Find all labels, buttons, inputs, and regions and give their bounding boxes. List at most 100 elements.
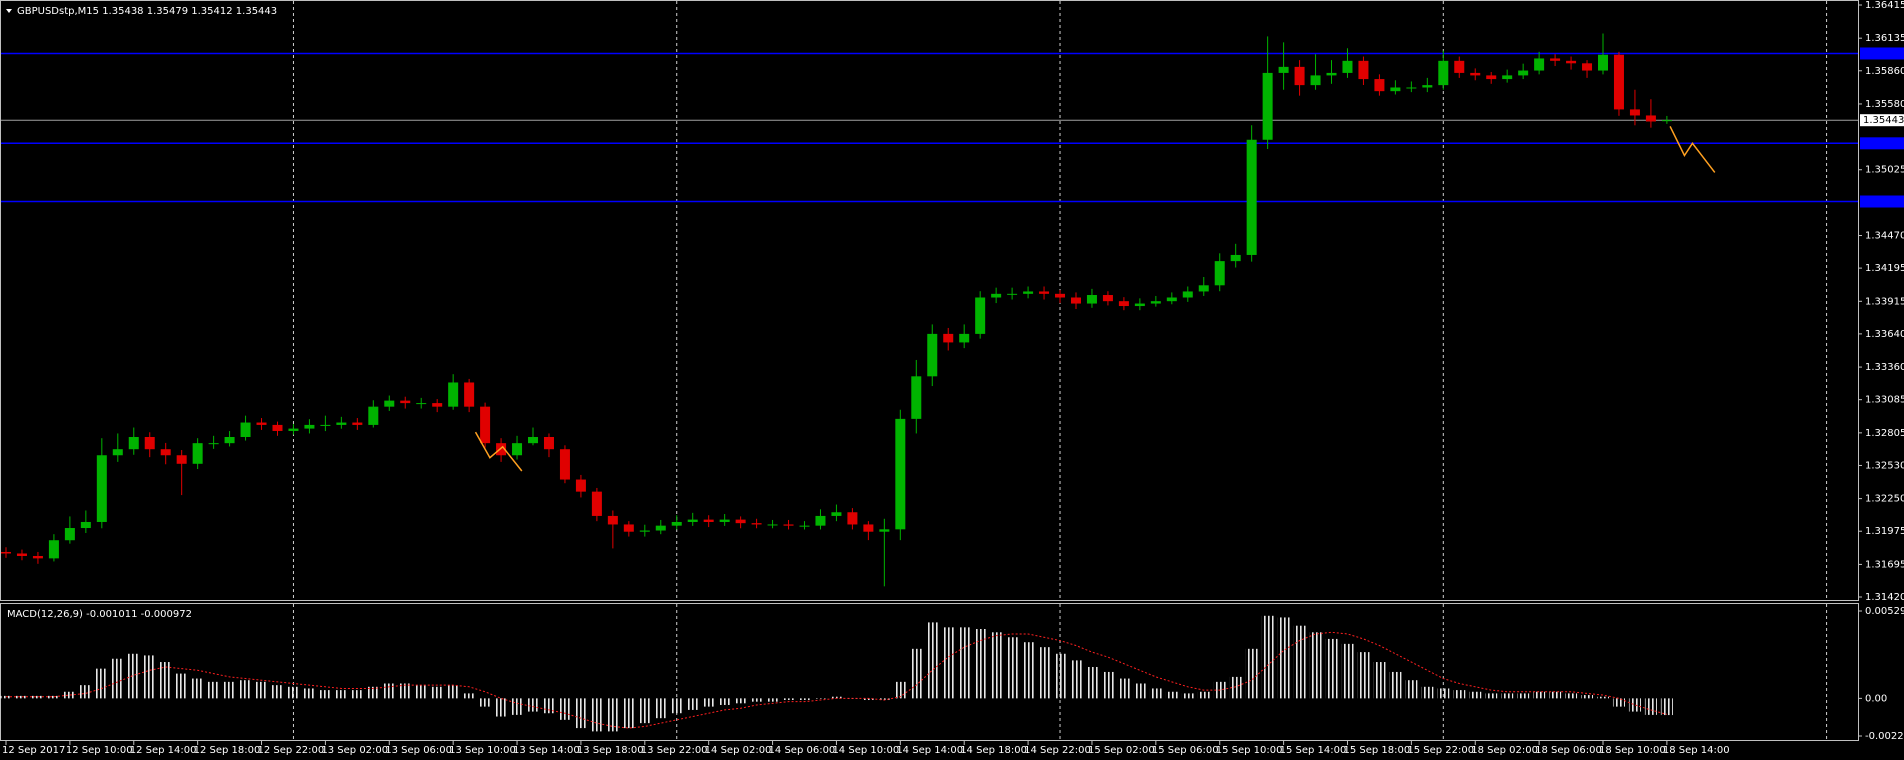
candle-body xyxy=(1326,72,1337,76)
x-tick-label: 18 Sep 10:00 xyxy=(1599,745,1666,756)
candle-body xyxy=(528,437,539,444)
macd-bar xyxy=(798,698,811,701)
macd-bar xyxy=(590,698,603,732)
macd-bar xyxy=(558,698,571,720)
candle-body xyxy=(879,529,890,532)
candle-body xyxy=(1342,60,1353,73)
candle-body xyxy=(1645,115,1656,122)
macd-bar xyxy=(1117,678,1130,699)
candle-body xyxy=(208,443,219,445)
macd-bar xyxy=(1565,693,1578,699)
y-tick-label: 1.33360 xyxy=(1865,362,1904,373)
candle-body xyxy=(1198,285,1209,292)
candle-body xyxy=(80,521,91,529)
macd-bar xyxy=(1612,698,1625,707)
macd-bar xyxy=(127,653,140,699)
main-panel-frame xyxy=(0,0,1859,601)
candle-body xyxy=(1262,72,1273,140)
x-tick-label: 18 Sep 02:00 xyxy=(1471,745,1538,756)
x-tick-label: 13 Sep 14:00 xyxy=(513,745,580,756)
macd-bar xyxy=(814,698,827,699)
y-tick-label: 0.00 xyxy=(1865,693,1887,704)
macd-bar xyxy=(319,690,332,699)
x-tick-label: 12 Sep 18:00 xyxy=(194,745,261,756)
macd-bar xyxy=(239,680,252,699)
x-tick-label: 13 Sep 06:00 xyxy=(385,745,452,756)
macd-bar xyxy=(1022,642,1035,699)
macd-bar xyxy=(686,698,699,710)
y-tick-label: 1.33640 xyxy=(1865,329,1904,340)
candle-body xyxy=(751,523,762,525)
macd-bar xyxy=(399,683,412,699)
candle-body xyxy=(16,553,27,556)
x-tick-label: 12 Sep 10:00 xyxy=(66,745,133,756)
x-tick-label: 12 Sep 2017 xyxy=(2,745,65,756)
candle-body xyxy=(288,428,299,431)
macd-bar xyxy=(303,688,316,699)
candle-body xyxy=(1661,120,1672,122)
macd-bar xyxy=(718,698,731,705)
x-tick-label: 18 Sep 14:00 xyxy=(1663,745,1730,756)
macd-bar xyxy=(1181,693,1194,699)
macd-bar xyxy=(1197,691,1210,699)
candle-body xyxy=(1406,87,1417,89)
candle-body xyxy=(1246,139,1257,255)
macd-bar xyxy=(878,698,891,701)
macd-bar xyxy=(1085,666,1098,699)
macd-bar xyxy=(47,695,60,699)
candle-body xyxy=(1150,301,1161,304)
candle-body xyxy=(975,297,986,334)
candle-body xyxy=(943,333,954,343)
macd-bar xyxy=(287,686,300,699)
candle-body xyxy=(1310,75,1321,86)
candle-body xyxy=(1118,301,1129,307)
y-tick-label: 1.35580 xyxy=(1865,99,1904,110)
macd-bar xyxy=(702,698,715,707)
y-tick-label: 1.34470 xyxy=(1865,231,1904,242)
indicator-title: MACD(12,26,9) -0.001011 -0.000972 xyxy=(7,609,192,620)
macd-bar xyxy=(383,683,396,699)
x-tick-label: 14 Sep 22:00 xyxy=(1024,745,1091,756)
macd-bar xyxy=(830,696,843,699)
x-tick-label: 13 Sep 22:00 xyxy=(641,745,708,756)
candle-body xyxy=(1518,70,1529,76)
y-tick-label: -0.002279 xyxy=(1865,731,1904,742)
chart-title: GBPUSDstp,M15 1.35438 1.35479 1.35412 1.… xyxy=(17,6,277,17)
candle-body xyxy=(607,515,618,525)
candle-body xyxy=(1,551,11,554)
candle-body xyxy=(224,437,235,444)
candle-body xyxy=(416,403,427,405)
candle-body xyxy=(1086,295,1097,304)
candle-body xyxy=(1550,58,1561,61)
candle-body xyxy=(1438,60,1449,86)
y-tick-label: 1.34195 xyxy=(1865,263,1904,274)
candle-body xyxy=(1039,291,1050,294)
y-tick-label: 1.36415 xyxy=(1865,0,1904,11)
candle-body xyxy=(1629,109,1640,116)
level-price-box xyxy=(1860,137,1904,150)
y-tick-label: 1.35860 xyxy=(1865,66,1904,77)
macd-bar xyxy=(654,698,667,719)
candle-body xyxy=(256,422,267,425)
macd-bar xyxy=(271,685,284,699)
x-tick-label: 13 Sep 02:00 xyxy=(321,745,388,756)
candle-body xyxy=(464,382,475,407)
macd-bar xyxy=(926,622,939,699)
candle-body xyxy=(1230,254,1241,262)
macd-bar xyxy=(111,658,124,699)
macd-bar xyxy=(958,627,971,699)
macd-bar xyxy=(223,681,236,699)
macd-bar xyxy=(495,698,508,717)
macd-bar xyxy=(207,681,220,699)
macd-bar xyxy=(143,655,156,699)
y-tick-label: 1.31420 xyxy=(1865,592,1904,603)
candle-body xyxy=(384,400,395,407)
candle-body xyxy=(176,455,187,464)
candle-body xyxy=(1486,75,1497,80)
symbol-menu-arrow[interactable] xyxy=(6,9,12,13)
macd-bar xyxy=(431,686,444,699)
candle-body xyxy=(655,525,666,531)
y-tick-label: 1.32530 xyxy=(1865,460,1904,471)
macd-bar xyxy=(734,698,747,704)
